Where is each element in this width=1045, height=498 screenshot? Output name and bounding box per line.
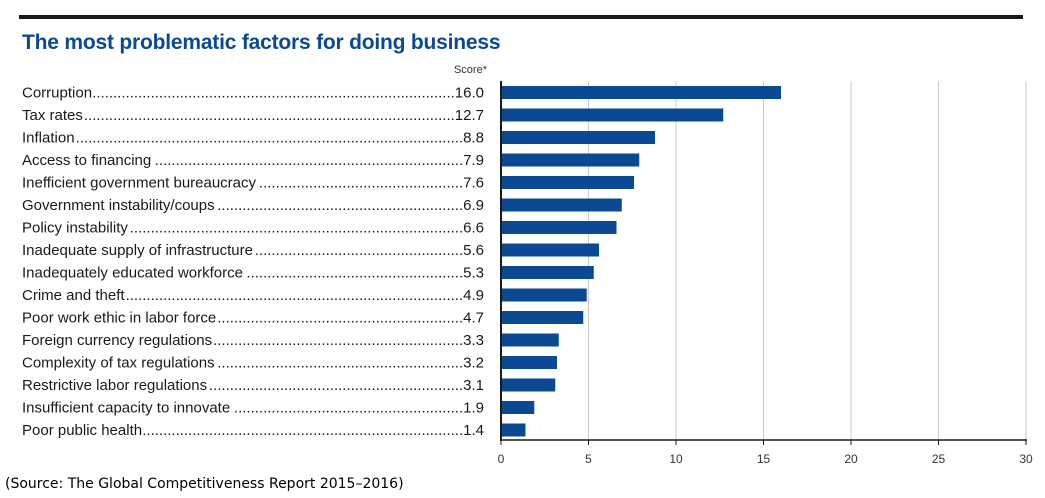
x-tick-label: 15: [757, 452, 771, 466]
value-label: 12.7: [455, 107, 484, 124]
bar: [502, 311, 584, 324]
bar: [502, 356, 557, 369]
value-label: 4.7: [463, 310, 484, 327]
dot-leader: ........................................…: [76, 130, 464, 147]
bar-chart: Corruption 16.0..........................…: [22, 64, 1033, 466]
category-label: Inefficient government bureaucracy: [22, 175, 257, 192]
bar: [502, 86, 781, 99]
axes: [500, 81, 1027, 445]
value-label: 1.9: [463, 400, 484, 417]
dot-leader: ........................................…: [217, 355, 463, 372]
x-tick-labels: 0 5 10 15 20 25 30: [498, 452, 1033, 466]
value-label: 7.6: [463, 175, 484, 192]
value-label: 7.9: [463, 152, 484, 169]
value-label: 16.0: [455, 85, 484, 102]
category-label: Foreign currency regulations: [22, 332, 212, 349]
dot-leader: ........................................…: [155, 152, 463, 169]
value-label: 4.9: [463, 287, 484, 304]
bar: [502, 288, 587, 302]
bar: [502, 221, 617, 234]
category-label: Inadequately educated workforce: [22, 265, 243, 282]
x-tick-label: 0: [498, 452, 505, 466]
x-tick-label: 5: [585, 452, 592, 466]
dot-leader: ........................................…: [217, 197, 463, 214]
category-label: Crime and theft: [22, 287, 125, 304]
category-label: Tax rates: [22, 107, 83, 124]
category-label: Policy instability: [22, 220, 128, 237]
category-label: Inadequate supply of infrastructure: [22, 242, 253, 259]
dot-leader: ........................................…: [255, 242, 463, 259]
bar: [502, 108, 724, 122]
dot-leader: ........................................…: [234, 400, 463, 417]
source-note: (Source: The Global Competitiveness Repo…: [5, 476, 404, 492]
category-label: Government instability/coups: [22, 197, 215, 214]
category-label: Poor work ethic in labor force: [22, 310, 216, 327]
value-label: 6.6: [463, 220, 484, 237]
dot-leader: ........................................…: [84, 107, 455, 124]
value-label: 5.6: [463, 242, 484, 259]
dot-leader: ........................................…: [142, 422, 463, 439]
x-tick-label: 20: [844, 452, 858, 466]
bar: [502, 266, 594, 279]
bar: [502, 198, 622, 212]
dot-leader: ........................................…: [209, 377, 463, 394]
dot-leader: ........................................…: [246, 265, 463, 282]
category-label: Insufficient capacity to innovate: [22, 400, 230, 417]
bar: [502, 153, 640, 167]
dot-leader: ........................................…: [130, 220, 463, 237]
bar: [502, 333, 559, 347]
chart-title: The most problematic factors for doing b…: [22, 31, 501, 54]
value-label: 3.2: [463, 355, 484, 372]
value-label: 5.3: [463, 265, 484, 282]
bar: [502, 378, 556, 392]
dot-leader: ........................................…: [126, 287, 464, 304]
value-label: 3.3: [463, 332, 484, 349]
category-label: Inflation: [22, 130, 75, 147]
top-rule: [19, 15, 1023, 19]
x-tick-label: 10: [669, 452, 683, 466]
value-label: 6.9: [463, 197, 484, 214]
score-axis-label: Score*: [454, 64, 488, 76]
bar: [502, 401, 535, 414]
value-label: 8.8: [463, 130, 484, 147]
dot-leader: ........................................…: [213, 332, 463, 349]
category-label: Poor public health: [22, 422, 142, 439]
bar: [502, 423, 526, 437]
bar: [502, 131, 655, 144]
bars: [502, 86, 781, 437]
bar: [502, 243, 599, 257]
category-label: Complexity of tax regulations: [22, 355, 215, 372]
category-label: Restrictive labor regulations: [22, 377, 207, 394]
bar: [502, 176, 634, 189]
value-label: 1.4: [463, 422, 484, 439]
dot-leader: ........................................…: [259, 175, 463, 192]
x-tick-label: 30: [1019, 452, 1033, 466]
dot-leader: ........................................…: [92, 85, 455, 102]
value-label: 3.1: [463, 377, 484, 394]
category-label: Corruption: [22, 85, 92, 102]
dot-leader: ........................................…: [217, 310, 463, 327]
x-tick-label: 25: [932, 452, 946, 466]
category-labels: Corruption 16.0..........................…: [22, 85, 484, 440]
category-label: Access to financing: [22, 152, 151, 169]
